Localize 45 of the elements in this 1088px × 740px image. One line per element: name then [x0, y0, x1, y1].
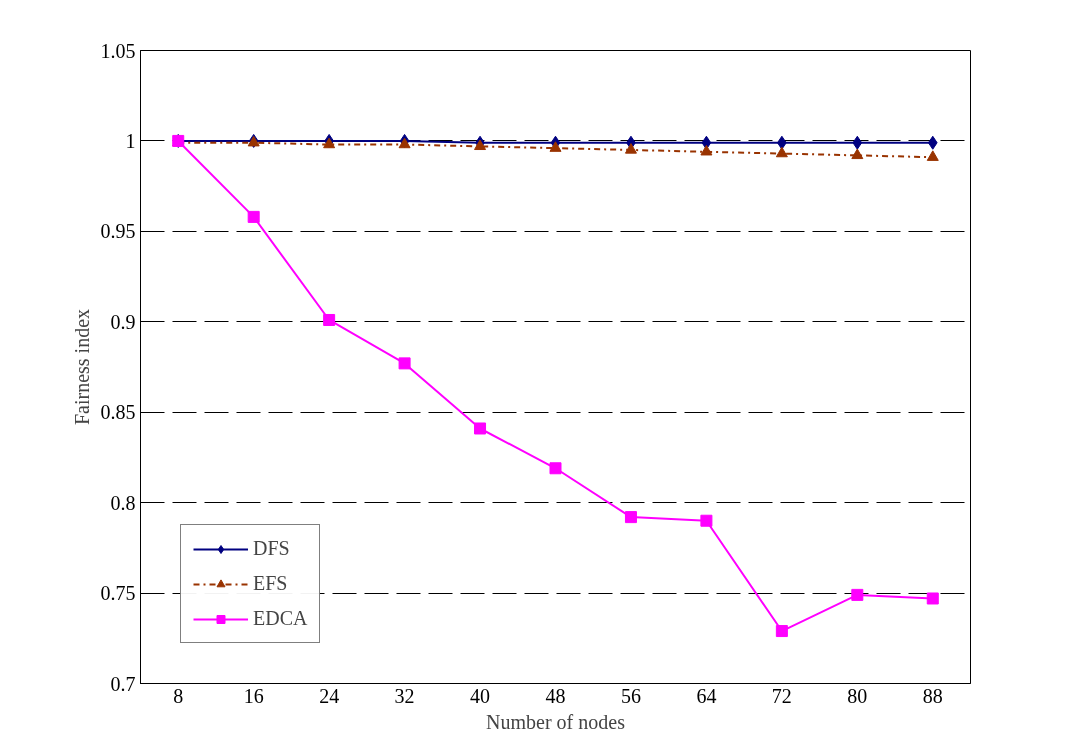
x-tick-label: 72: [771, 684, 792, 707]
x-tick-label: 32: [394, 684, 415, 707]
point: [926, 592, 939, 605]
point: [700, 144, 713, 156]
point: [775, 146, 788, 158]
y-tick-label: 1.05: [100, 39, 136, 62]
point: [398, 137, 411, 149]
x-tick-label: 16: [243, 684, 264, 707]
legend-label: DFS: [253, 537, 290, 560]
point: [247, 210, 260, 223]
point: [851, 148, 864, 160]
x-tick-label: 56: [620, 684, 641, 707]
x-tick-label: 88: [922, 684, 943, 707]
point: [474, 139, 487, 151]
point: [926, 150, 939, 161]
point: [624, 143, 637, 154]
point: [549, 462, 562, 475]
y-tick-label: 0.7: [110, 672, 136, 695]
y-tick-label: 0.95: [100, 220, 136, 243]
point: [775, 625, 788, 638]
point: [852, 135, 863, 150]
y-tick-label: 0.85: [100, 401, 136, 424]
x-tick-label: 80: [847, 684, 868, 707]
point: [700, 514, 713, 527]
y-tick-label: 1: [125, 129, 136, 152]
y-axis-title: Fairness index: [70, 308, 93, 426]
legend-label: EDCA: [253, 607, 308, 630]
point: [851, 588, 864, 601]
x-tick-label: 8: [173, 684, 184, 707]
point: [927, 135, 938, 150]
x-tick-label: 48: [545, 684, 566, 707]
x-axis-title: Number of nodes: [486, 710, 626, 733]
x-tick-label: 24: [319, 684, 340, 707]
legend-label: EFS: [253, 572, 288, 595]
point: [323, 137, 336, 149]
point: [549, 141, 562, 152]
y-tick-label: 0.75: [100, 582, 136, 605]
x-tick-label: 40: [470, 684, 491, 707]
x-tick-label: 64: [696, 684, 717, 707]
point: [474, 422, 487, 435]
point: [323, 313, 336, 326]
y-tick-label: 0.8: [110, 491, 136, 514]
y-tick-label: 0.9: [110, 310, 136, 333]
point: [398, 357, 411, 370]
point: [624, 511, 637, 524]
